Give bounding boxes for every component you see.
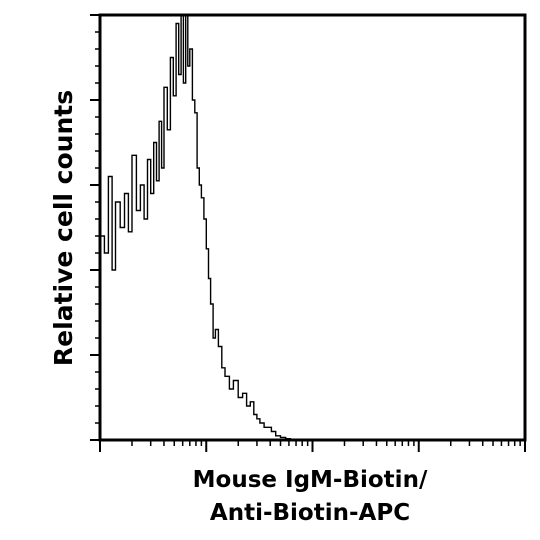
plot-frame — [98, 13, 527, 442]
y-axis-label: Relative cell counts — [49, 90, 78, 366]
x-axis-label-line-2: Anti-Biotin-APC — [210, 500, 410, 526]
axis-ticks — [90, 14, 526, 452]
x-axis-label-line-1: Mouse IgM-Biotin/ — [193, 467, 428, 493]
histogram-line — [100, 14, 292, 440]
